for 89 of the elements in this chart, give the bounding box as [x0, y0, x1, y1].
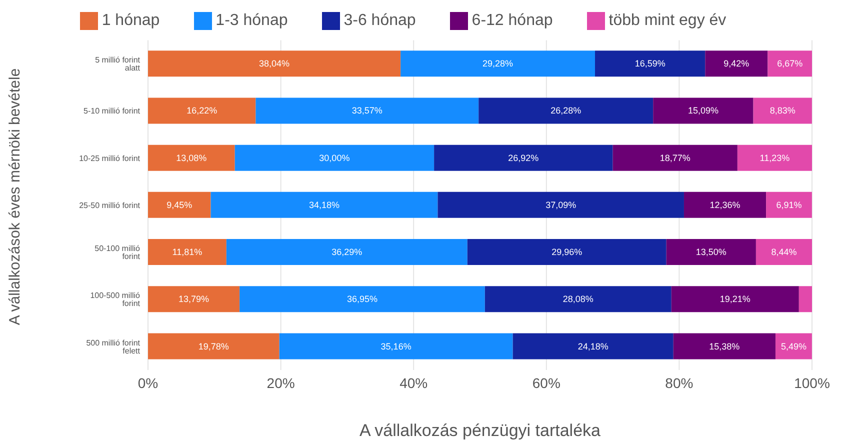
legend-label: 6-12 hónap — [472, 12, 553, 30]
bar — [148, 98, 256, 124]
y-tick-label: 50-100 millió forint — [94, 244, 141, 262]
data-label: 9,45% — [166, 200, 192, 210]
y-tick-label: 5-10 millió forint — [84, 106, 141, 116]
data-label: 13,79% — [178, 294, 210, 304]
x-axis-title: A vállalkozás pénzügyi tartaléka — [360, 421, 602, 440]
y-tick-label: 100-500 millió forint — [90, 291, 141, 308]
data-label: 15,09% — [688, 106, 718, 116]
data-label: 29,96% — [552, 247, 582, 258]
x-tick-label: 100% — [794, 374, 830, 391]
data-label: 26,92% — [508, 152, 539, 163]
data-label: 6,67% — [777, 58, 803, 69]
bar — [666, 239, 756, 266]
y-tick-label: 10-25 millió forint — [79, 154, 141, 163]
bar — [478, 98, 654, 124]
legend-label: 1-3 hónap — [216, 12, 288, 30]
bar — [148, 239, 226, 266]
data-label: 36,95% — [346, 294, 378, 304]
bar — [512, 333, 674, 360]
data-label: 13,50% — [696, 247, 726, 258]
legend-label: 1 hónap — [102, 12, 160, 30]
data-label: 30,00% — [319, 152, 350, 163]
data-label: 18,77% — [660, 152, 690, 163]
bar — [671, 286, 799, 312]
bar — [467, 239, 666, 266]
bar — [775, 333, 812, 360]
bar — [705, 50, 768, 77]
bar — [148, 192, 211, 218]
bar — [434, 144, 613, 171]
bar — [438, 192, 684, 218]
bar — [753, 98, 812, 124]
bar — [400, 50, 596, 77]
bar — [673, 333, 776, 360]
bar — [684, 192, 766, 218]
x-tick-label: 60% — [532, 374, 560, 391]
bar — [612, 144, 738, 171]
x-tick-label: 40% — [400, 374, 428, 391]
data-label: 19,21% — [720, 294, 750, 304]
data-label: 8,44% — [771, 247, 797, 258]
data-label: 15,38% — [709, 341, 740, 352]
bar — [148, 333, 280, 360]
x-tick-label: 20% — [266, 374, 295, 391]
data-label: 36,29% — [332, 247, 362, 258]
data-label: 5,49% — [780, 341, 806, 352]
data-label: 38,04% — [259, 58, 290, 69]
data-label: 12,36% — [710, 200, 740, 210]
data-label: 8,83% — [770, 106, 796, 116]
y-tick-label: 25-50 millió forint — [79, 200, 141, 210]
data-label: 16,22% — [186, 106, 218, 116]
y-axis-title: A vállalkozások éves mérnöki bevétele — [6, 68, 24, 326]
bar — [798, 286, 812, 312]
bar — [234, 144, 434, 171]
data-label: 35,16% — [380, 341, 412, 352]
bar — [148, 144, 235, 171]
data-label: 26,28% — [550, 106, 582, 116]
legend-label: 3-6 hónap — [344, 12, 416, 30]
x-tick-label: 0% — [138, 374, 158, 391]
bar — [737, 144, 812, 171]
x-tick-label: 80% — [665, 374, 694, 391]
bar — [653, 98, 754, 124]
data-label: 6,91% — [776, 200, 802, 210]
data-label: 9,42% — [724, 58, 750, 69]
bar — [279, 333, 513, 360]
bar — [484, 286, 672, 312]
legend-label: több mint egy év — [608, 12, 726, 30]
data-label: 13,08% — [176, 152, 207, 163]
data-label: 11,81% — [172, 247, 202, 258]
data-label: 29,28% — [482, 58, 514, 69]
bar — [226, 239, 468, 266]
bar — [240, 286, 485, 312]
bar — [756, 239, 812, 266]
bar — [768, 50, 812, 77]
data-label: 34,18% — [308, 200, 340, 210]
data-label: 11,23% — [760, 152, 790, 163]
y-tick-label: 500 millió forint felett — [86, 338, 141, 356]
bar — [148, 50, 401, 77]
bar — [210, 192, 438, 218]
data-label: 24,18% — [578, 341, 608, 352]
bar — [256, 98, 479, 124]
data-label: 37,09% — [546, 200, 576, 210]
data-label: 28,08% — [562, 294, 594, 304]
y-tick-label: 5 millió forint alatt — [95, 56, 141, 73]
bar — [766, 192, 812, 218]
bar — [595, 50, 706, 77]
bar — [148, 286, 240, 312]
data-label: 16,59% — [634, 58, 666, 69]
data-label: 19,78% — [198, 341, 229, 352]
data-label: 33,57% — [352, 106, 382, 116]
